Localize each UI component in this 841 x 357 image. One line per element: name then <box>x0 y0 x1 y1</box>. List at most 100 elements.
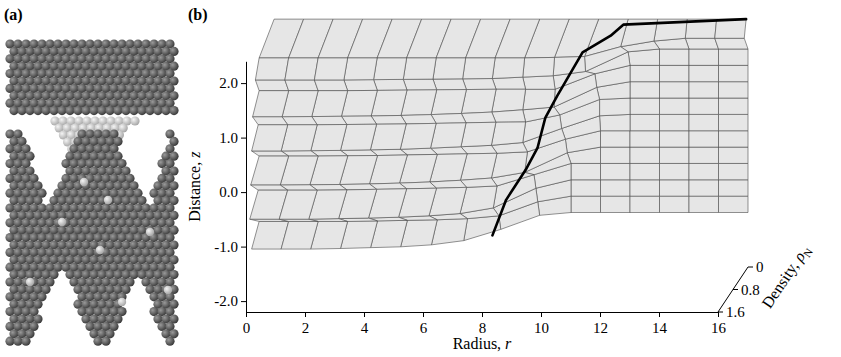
surface-cell <box>660 196 690 212</box>
surface-cell <box>600 114 630 130</box>
atom <box>26 278 34 286</box>
surface-cell <box>492 77 525 89</box>
tick-mark <box>718 312 723 313</box>
axis-title: Distance, z <box>186 151 203 222</box>
tick-label: -1.0 <box>214 239 238 255</box>
surface-cell <box>492 89 526 112</box>
atom <box>164 286 172 294</box>
surface-cell <box>433 79 466 90</box>
surface-cell <box>571 180 601 196</box>
tick: 0 <box>243 312 251 336</box>
x-axis: 0246810121416 <box>243 312 727 336</box>
surface-cell <box>719 65 749 81</box>
atom <box>89 106 98 115</box>
surface-cell <box>463 58 496 79</box>
tick: 6 <box>420 312 428 336</box>
surface-cell <box>719 98 749 114</box>
atom <box>161 106 170 115</box>
tick-label: 4 <box>361 320 369 336</box>
surface-cell <box>715 19 746 38</box>
surface-cell <box>719 82 749 98</box>
surface-cell <box>630 65 660 81</box>
surface-cell <box>600 98 630 116</box>
surface-cell <box>630 147 660 163</box>
surface-cell <box>660 131 690 147</box>
surface-cell <box>523 76 555 90</box>
atom <box>57 106 66 115</box>
tick-mark <box>241 301 246 302</box>
surface-cell <box>403 58 436 79</box>
surface-cell <box>630 114 660 130</box>
surface-cell <box>571 196 601 212</box>
surface-cell <box>314 58 347 80</box>
tick-label: 6 <box>420 320 428 336</box>
surface-cell <box>374 79 407 90</box>
surface-cell <box>492 58 524 79</box>
tick: -1.0 <box>214 239 246 255</box>
surface-cell <box>460 178 497 187</box>
surface-cell <box>719 180 749 196</box>
surface-cell <box>630 98 660 114</box>
surface-cell <box>403 79 436 90</box>
tick-label: 1.6 <box>726 304 745 320</box>
surface-cell <box>285 58 318 80</box>
atom <box>73 106 82 115</box>
atom <box>101 337 110 346</box>
tick-label: 0 <box>243 320 251 336</box>
surface-cell <box>660 65 690 81</box>
tick-mark <box>541 312 542 317</box>
atom <box>165 337 174 346</box>
surface-cell <box>630 131 660 147</box>
surface-cell <box>601 163 631 179</box>
tick: 16 <box>711 312 727 336</box>
surface-cell <box>689 163 719 179</box>
tick-mark <box>659 312 660 317</box>
tick-mark <box>246 312 247 317</box>
tick-mark <box>718 312 719 317</box>
tick: 10 <box>534 312 549 336</box>
surface-cell <box>630 180 660 196</box>
tick-label: 2.0 <box>219 75 238 91</box>
surface-cell <box>344 58 377 80</box>
surface-cell <box>433 58 466 79</box>
atom <box>118 298 126 306</box>
tick: -2.0 <box>214 293 246 309</box>
surface-cell <box>374 58 407 80</box>
surface-cell <box>660 147 690 163</box>
surface-cell <box>719 131 749 147</box>
atom <box>137 106 146 115</box>
surface-cell <box>431 113 466 123</box>
surface-cell <box>371 115 406 124</box>
depth-axis: 00.81.6 <box>718 259 764 320</box>
atoms-neck <box>50 116 139 160</box>
atom <box>58 218 66 226</box>
atom <box>146 228 154 236</box>
surface-cell <box>630 196 660 212</box>
atom <box>121 106 130 115</box>
surface-cell <box>660 163 690 179</box>
atom <box>65 106 74 115</box>
surface-cell <box>715 38 748 49</box>
surface-cell <box>252 151 289 156</box>
surface-cell <box>689 82 719 98</box>
atom <box>104 196 112 204</box>
surface-cell <box>285 80 318 91</box>
axis-line <box>246 62 247 313</box>
atom <box>96 246 104 254</box>
atom <box>41 106 50 115</box>
tick-label: 0.0 <box>219 184 238 200</box>
tick-mark <box>305 312 306 317</box>
tick-mark <box>241 138 246 139</box>
tick-mark <box>241 247 246 248</box>
atom <box>25 106 34 115</box>
tick-mark <box>241 192 246 193</box>
surface-cell <box>719 114 749 130</box>
atom <box>93 337 102 346</box>
surface-cell <box>253 91 289 117</box>
profile-curve <box>492 19 746 235</box>
surface-cell <box>719 196 749 212</box>
tick-label: 1.0 <box>219 130 238 146</box>
surface-cell <box>689 114 719 130</box>
tick-label: 16 <box>711 320 727 336</box>
atom <box>13 337 22 346</box>
